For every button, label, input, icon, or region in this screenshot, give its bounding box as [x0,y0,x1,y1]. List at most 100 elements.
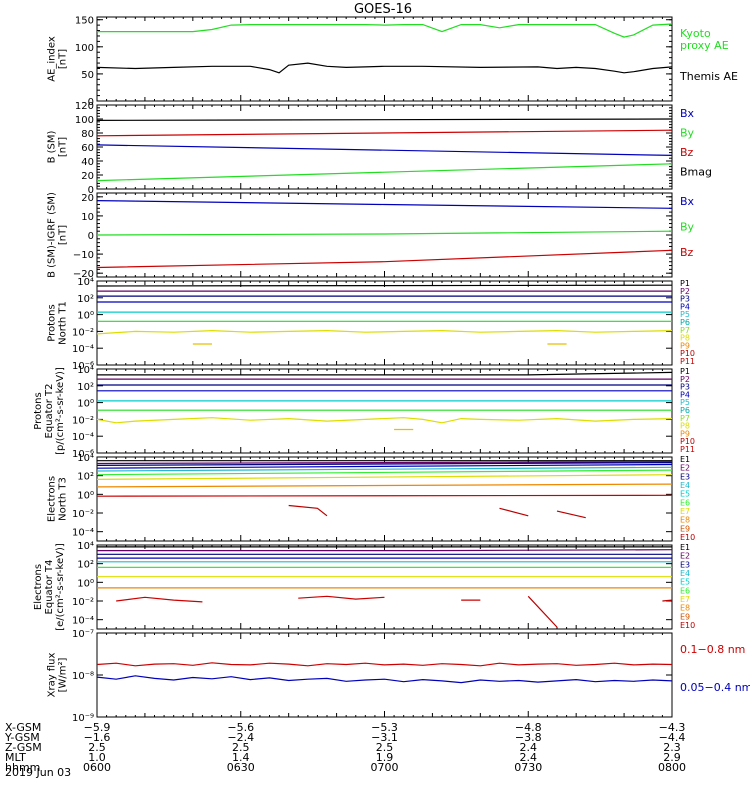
x-tick-value: −2.4 [227,731,254,744]
series-e9 [96,494,673,497]
x-tick-value: −3.1 [371,731,398,744]
series-e6 [96,469,673,476]
legend-p5: P5 [680,310,690,319]
y-tick-label: 10⁴ [77,365,94,376]
legend-e5: E5 [680,578,690,587]
legend-e8: E8 [680,604,690,613]
series-e8 [96,483,673,488]
series-p1 [97,371,673,376]
legend-by: By [680,127,695,140]
panel-e2: 10⁴ 10² 10⁰ 10⁻² 10⁻⁴ Electrons Equator T4 [e/(… [33,541,695,631]
y-tick-label: 10⁻⁴ [72,344,94,355]
legend-e9: E9 [680,612,690,621]
x-tick-value: −5.9 [84,721,111,734]
x-tick-value: 0700 [371,761,399,774]
series-bx [96,144,673,156]
legend-e7: E7 [680,507,690,516]
series-e10 [499,507,529,517]
x-tick-value: 2.4 [520,751,538,764]
y-tick-label: 0 [88,185,94,196]
y-axis-label: [nT] [58,225,69,245]
legend-p2: P2 [680,375,690,384]
x-row-label: X-GSM [5,721,41,734]
y-tick-label: 10⁻⁴ [72,616,94,627]
y-tick-label: 10⁰ [77,490,94,501]
legend-proxy-ae: proxy AE [680,39,729,52]
legend-p7: P7 [680,414,690,423]
legend-p4: P4 [680,390,690,399]
y-tick-label: 10⁻⁸ [72,671,94,682]
series-themis-ae [96,62,673,74]
legend-e7: E7 [680,595,690,604]
panel-p1: 10⁴ 10² 10⁰ 10⁻² 10⁻⁴ 10⁻⁶ Protons North T1 P1P2… [47,277,696,372]
y-axis-label: AE_index [47,36,58,82]
y-tick-label: 10⁻⁴ [72,528,94,539]
series-bz [96,249,673,269]
y-axis-label: [p/(cm²-s-sr-keV)] [55,367,66,455]
legend-p6: P6 [680,318,690,327]
y-axis-label: B (SM) [47,130,58,163]
y-tick-label: 20 [81,171,94,182]
series-p1 [96,284,673,287]
y-tick-label: 10⁻² [72,327,94,338]
legend-bmag: Bmag [680,166,712,179]
y-tick-label: 150 [75,16,94,27]
y-axis-label: Xray flux [47,653,58,698]
y-axis-label: Equator T4 [44,560,55,615]
x-tick-value: 1.0 [88,751,106,764]
y-tick-label: 0 [88,231,94,242]
legend-e2: E2 [680,552,690,561]
y-tick-label: 50 [81,70,94,81]
x-tick-value: −1.6 [84,731,111,744]
legend-e10: E10 [680,621,695,630]
x-row-label: Z-GSM [5,741,42,754]
x-tick-value: 2.5 [88,741,106,754]
y-tick-label: −20 [73,269,94,280]
y-tick-label: 10⁰ [77,311,94,322]
x-row-label: Y-GSM [4,731,40,744]
series-bz [96,129,673,137]
y-tick-label: 10⁻⁴ [72,432,94,443]
legend-p5: P5 [680,398,690,407]
legend-p11: P11 [680,357,695,366]
panel-frame [96,16,673,102]
x-axis-labels: X-GSMY-GSMZ-GSMMLThhmm−5.9−1.62.51.00600… [4,721,686,774]
series-e10 [288,504,328,517]
y-tick-label: 10² [77,472,94,483]
y-axis-label: Electrons [47,476,58,522]
panel-dbd: −20 −10 0 10 20 B (SM)-IGRF (SM) [nT] Bx By Bz [47,192,695,280]
panel-frame [96,280,673,366]
panel-xray: 10⁻⁷ 10⁻⁸ 10⁻⁹ Xray flux [W/m²] 0.1−0.8 nm 0.0… [47,629,750,724]
panel-frame [96,632,673,718]
x-tick-value: 2.5 [232,741,250,754]
y-tick-label: 10⁻⁹ [72,713,94,724]
series-e7 [96,474,673,480]
series-e10 [527,595,558,628]
series-bmag [96,118,673,121]
legend-e2: E2 [680,464,690,473]
legend-e10: E10 [680,533,695,542]
legend-0-05-0-4-nm: 0.05−0.4 nm [680,681,750,694]
x-tick-value: 0630 [227,761,255,774]
y-tick-label: 10⁰ [77,399,94,410]
y-axis-label: Equator T2 [44,384,55,439]
y-tick-label: 10⁻² [72,415,94,426]
series-e9 [298,595,385,600]
y-axis-label: North T3 [58,477,69,521]
panel-p2: 10⁴ 10² 10⁰ 10⁻² 10⁻⁴ 10⁻⁶ Protons Equator T2 [p… [33,365,695,460]
y-tick-label: 100 [75,115,94,126]
x-tick-value: 0730 [514,761,542,774]
legend-p3: P3 [680,295,690,304]
y-tick-label: 10⁻⁶ [72,361,94,372]
y-axis-label: B (SM)-IGRF (SM) [47,192,58,278]
series-e5 [96,466,673,472]
y-tick-label: 10⁻⁷ [72,629,94,640]
legend-p1: P1 [680,367,690,376]
legend-p11: P11 [680,445,695,454]
y-tick-label: 10⁻² [72,597,94,608]
series-e4 [96,463,673,469]
y-tick-label: 10⁴ [77,541,94,552]
x-row-label: hhmm [5,761,40,774]
legend-p3: P3 [680,383,690,392]
